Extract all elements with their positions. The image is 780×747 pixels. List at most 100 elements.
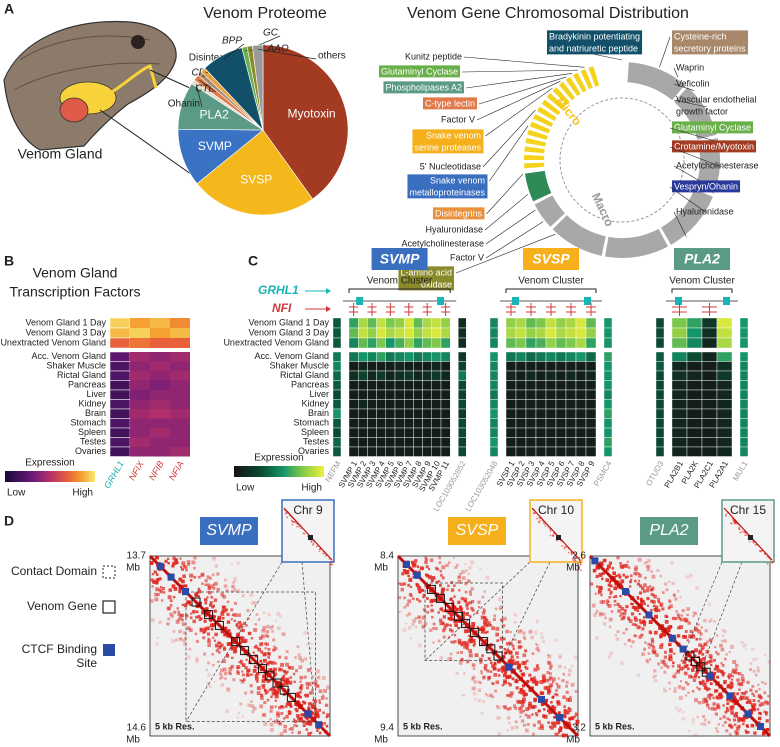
hic-contact xyxy=(285,705,288,708)
hic-contact xyxy=(671,664,675,668)
colorbar xyxy=(234,466,324,477)
inset-contact xyxy=(748,540,751,543)
heatmap-cell xyxy=(348,408,359,419)
hic-contact xyxy=(211,652,214,656)
hic-contact xyxy=(613,599,617,603)
hic-contact xyxy=(503,616,507,621)
hic-contact xyxy=(242,636,245,639)
hic-contact xyxy=(475,611,479,615)
hic-contact xyxy=(516,655,519,659)
hic-contact xyxy=(407,612,411,616)
hic-contact xyxy=(708,697,712,700)
hic-contact xyxy=(231,585,236,589)
hic-contact xyxy=(624,575,628,579)
chromosome-inset xyxy=(281,499,335,563)
hic-contact xyxy=(647,652,651,655)
heatmap-cell xyxy=(701,437,718,448)
hic-contact xyxy=(593,570,596,573)
hic-contact xyxy=(534,682,539,686)
hic-contact xyxy=(233,650,237,654)
hic-contact xyxy=(685,694,688,697)
hic-contact xyxy=(499,645,503,649)
hic-contact xyxy=(167,595,172,600)
heatmap-cell xyxy=(671,408,688,419)
inset-contact xyxy=(318,550,321,553)
gene-label-text: Waprin xyxy=(676,62,704,72)
heatmap-cell xyxy=(440,317,451,329)
inset-contact xyxy=(732,519,735,522)
hic-contact xyxy=(633,634,636,637)
hic-contact xyxy=(625,605,629,609)
inset-contact xyxy=(771,560,774,563)
hic-contact xyxy=(627,566,631,569)
hic-contact xyxy=(484,663,488,668)
hic-contact xyxy=(461,570,465,574)
hic-contact xyxy=(531,652,535,655)
heatmap-cell xyxy=(535,408,547,419)
hic-contact xyxy=(204,579,208,583)
gene-label-box xyxy=(672,180,741,193)
hic-contact xyxy=(638,612,641,615)
heatmap-cell xyxy=(385,427,396,438)
hic-contact xyxy=(323,689,328,693)
hic-contact xyxy=(432,626,435,630)
heatmap-cell xyxy=(671,437,688,448)
venom-gene-box xyxy=(191,597,201,607)
hic-contact xyxy=(310,703,315,707)
hic-contact xyxy=(659,645,664,649)
heatmap-cell xyxy=(458,427,467,438)
hic-contact xyxy=(427,567,431,571)
heatmap-cell xyxy=(422,351,433,362)
ctcf-site xyxy=(315,721,323,729)
heatmap-cell xyxy=(367,427,377,438)
hic-contact xyxy=(150,619,154,622)
heatmap-cell xyxy=(505,370,517,381)
heatmap-cell xyxy=(671,327,688,339)
heatmap-cell xyxy=(701,337,718,349)
hic-contact xyxy=(722,674,725,677)
hic-contact xyxy=(315,684,320,689)
inset-contact xyxy=(754,544,757,546)
hic-contact xyxy=(298,665,303,670)
hic-contact xyxy=(449,612,454,617)
hic-contact xyxy=(522,692,527,697)
ctcf-site xyxy=(706,672,714,680)
hic-contact xyxy=(735,726,740,731)
heatmap-cell xyxy=(358,389,368,400)
hic-contact xyxy=(295,709,299,713)
micro-segment xyxy=(546,93,565,110)
hic-contact xyxy=(656,569,660,573)
heatmap-cell xyxy=(489,380,499,391)
hic-contact xyxy=(465,641,468,644)
hic-contact xyxy=(241,594,245,598)
hic-contact xyxy=(262,713,266,717)
hic-contact xyxy=(421,624,425,628)
hic-contact xyxy=(297,730,301,735)
hic-contact xyxy=(271,691,276,696)
hic-contact xyxy=(669,604,673,609)
hic-contact xyxy=(405,614,409,617)
chromosome-label: Chr 9 xyxy=(293,503,323,517)
hic-contact xyxy=(287,711,292,715)
hic-contact xyxy=(212,663,215,667)
hic-contact xyxy=(616,630,620,634)
hic-contact xyxy=(463,597,468,602)
nfi-site xyxy=(441,303,451,316)
heatmap-cell xyxy=(170,428,190,438)
hic-contact xyxy=(237,626,241,630)
hic-contact xyxy=(305,693,309,698)
heatmap-cell xyxy=(603,337,613,349)
gene-header: PLA2 xyxy=(649,522,688,539)
heatmap-cell xyxy=(739,418,749,429)
hic-contact xyxy=(636,609,640,612)
hic-contact xyxy=(217,660,220,663)
inset-diagonal xyxy=(531,507,581,561)
hic-contact xyxy=(650,608,653,612)
hic-contact xyxy=(446,623,450,627)
inset-contact xyxy=(284,512,287,515)
hic-contact xyxy=(300,659,305,663)
heatmap-cell xyxy=(109,337,131,349)
hic-contact xyxy=(400,587,405,592)
hic-contact xyxy=(241,673,245,677)
gene-label-text: serine proteases xyxy=(414,142,481,152)
